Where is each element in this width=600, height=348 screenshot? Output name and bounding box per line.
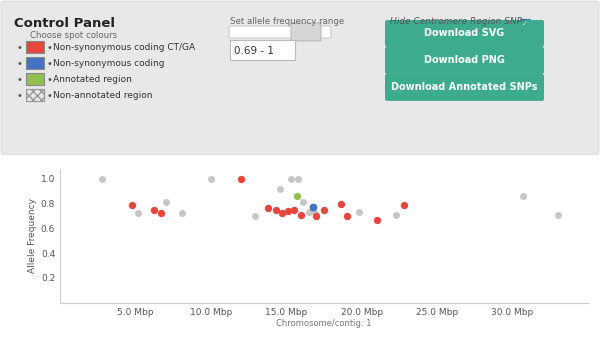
Point [319,207,329,213]
Text: Non-annotated region: Non-annotated region [53,92,152,101]
Point [336,201,346,206]
Point [292,193,302,199]
Point [236,176,246,182]
Text: Non-synonymous coding: Non-synonymous coding [53,60,164,69]
Point [392,212,401,218]
Text: Annotated region: Annotated region [53,76,132,85]
Point [271,207,281,213]
Point [293,176,303,182]
Bar [520,19,530,29]
Point [289,207,299,213]
Point [308,205,318,210]
Text: •: • [46,91,52,101]
FancyBboxPatch shape [385,74,544,101]
FancyBboxPatch shape [229,26,331,38]
Point [372,217,382,222]
Point [149,207,158,213]
Bar [26,57,44,69]
Point [263,206,273,211]
Bar [26,41,44,53]
Point [310,211,320,216]
Point [134,211,143,216]
Point [298,199,308,205]
Point [304,209,314,215]
Text: •: • [16,59,22,69]
Y-axis label: Allele Frequency: Allele Frequency [28,198,37,273]
Text: Download Annotated SNPs: Download Annotated SNPs [391,82,538,93]
Text: ✓: ✓ [522,21,528,27]
FancyBboxPatch shape [230,40,295,60]
Bar [26,89,44,101]
Point [342,213,352,219]
X-axis label: Chromosome/contig: 1: Chromosome/contig: 1 [276,319,372,329]
Text: Set allele frequency range: Set allele frequency range [230,17,344,26]
FancyBboxPatch shape [291,23,321,41]
Bar [26,73,44,85]
Point [156,211,166,216]
Text: •: • [16,43,22,53]
Text: •: • [16,91,22,101]
Point [283,208,293,214]
Point [354,209,364,215]
Text: •: • [46,75,52,85]
Text: Choose spot colours: Choose spot colours [30,31,117,40]
FancyBboxPatch shape [1,1,599,155]
Text: Hide Centromere Region SNPs: Hide Centromere Region SNPs [390,17,527,26]
Point [161,199,170,205]
Point [553,212,563,218]
FancyBboxPatch shape [385,20,544,47]
Text: •: • [46,59,52,69]
FancyBboxPatch shape [385,47,544,74]
Point [97,176,107,182]
Point [275,186,285,191]
Text: 0.69 - 1: 0.69 - 1 [234,46,274,56]
Point [277,211,287,216]
Point [178,211,187,216]
Point [518,193,528,199]
Point [250,213,259,219]
Point [311,213,321,219]
Text: Download SVG: Download SVG [424,29,505,39]
Point [286,176,296,182]
Text: •: • [16,75,22,85]
Bar [26,89,44,101]
Point [128,202,137,207]
Point [399,202,409,207]
Point [296,212,306,218]
Point [206,176,215,182]
Text: Non-synonymous coding CT/GA: Non-synonymous coding CT/GA [53,44,195,53]
Text: Control Panel: Control Panel [14,17,115,30]
Text: •: • [46,43,52,53]
Text: Download PNG: Download PNG [424,55,505,65]
